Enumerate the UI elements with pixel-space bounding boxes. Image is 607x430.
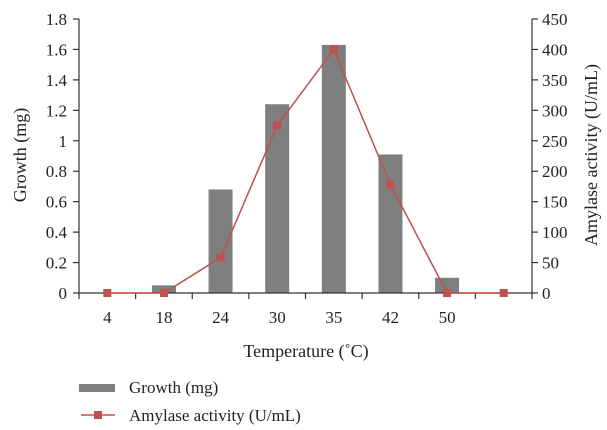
plot-area: 0 0.2 0.4 0.6 0.8 1 1.2 1.4 1.6 1.8 0 50 100 150 200 25… [46, 10, 568, 327]
y-right-tick-label: 250 [542, 132, 568, 151]
y-left-tick-label: 1.8 [46, 10, 67, 29]
y-left-tick-label: 0.8 [46, 162, 67, 181]
y-right-tick-label: 50 [542, 254, 559, 273]
y-right-tick-label: 100 [542, 223, 568, 242]
legend-marker-swatch [94, 411, 102, 419]
y-left-tick-label: 0 [59, 284, 68, 303]
x-tick-label-18: 18 [155, 308, 172, 327]
x-tick-label-35: 35 [325, 308, 342, 327]
x-tick-label-4: 4 [103, 308, 112, 327]
y-right-tick-label: 0 [542, 284, 551, 303]
x-tick-label-50: 50 [439, 308, 456, 327]
y-axis-left-title: Growth (mg) [10, 108, 31, 202]
legend-item-amylase: Amylase activity (U/mL) [81, 406, 301, 425]
y-right-tick-label: 300 [542, 101, 568, 120]
point-amylase-2 [216, 253, 225, 262]
legend-label-growth: Growth (mg) [129, 378, 218, 397]
y-left-tick-label: 1.4 [46, 71, 68, 90]
y-left-tick-label: 1.6 [46, 40, 67, 59]
point-amylase-5 [386, 180, 395, 189]
point-amylase-0 [103, 289, 112, 297]
point-amylase-1 [159, 289, 168, 297]
point-amylase-7 [499, 289, 508, 297]
y-left-tick-label: 0.4 [46, 223, 68, 242]
legend-item-growth: Growth (mg) [79, 378, 218, 397]
legend-label-amylase: Amylase activity (U/mL) [129, 406, 301, 425]
y-right-tick-label: 350 [542, 71, 568, 90]
x-tick-label-42: 42 [382, 308, 399, 327]
y-left-tick-label: 0.6 [46, 193, 67, 212]
point-amylase-6 [443, 289, 452, 297]
legend: Growth (mg) Amylase activity (U/mL) [79, 378, 301, 425]
y-right-tick-label: 150 [542, 193, 568, 212]
point-amylase-4 [329, 45, 338, 54]
x-tick-label-24: 24 [212, 308, 230, 327]
y-axis-right-title: Amylase activity (U/mL) [581, 64, 602, 246]
y-left-tick-label: 1.2 [46, 101, 67, 120]
bar-growth-4 [321, 44, 346, 293]
y-right-tick-label: 450 [542, 10, 568, 29]
line-amylase [107, 47, 504, 294]
bar-growth-3 [265, 104, 290, 293]
y-left-tick-label: 1 [59, 132, 68, 151]
bar-growth-5 [378, 154, 403, 293]
bar-growth-2 [208, 189, 233, 293]
y-left-tick-label: 0.2 [46, 254, 67, 273]
y-right-tick-label: 200 [542, 162, 568, 181]
y-right-tick-label: 400 [542, 40, 568, 59]
point-amylase-3 [273, 121, 282, 130]
legend-bar-swatch [79, 384, 115, 392]
x-tick-label-30: 30 [269, 308, 286, 327]
x-axis-title: Temperature (˚C) [243, 341, 368, 362]
